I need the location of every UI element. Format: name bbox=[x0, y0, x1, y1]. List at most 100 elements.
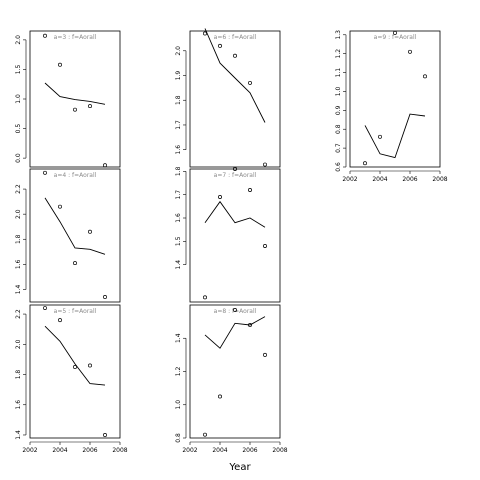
observed-point bbox=[218, 394, 222, 399]
observed-point bbox=[203, 432, 207, 437]
plot-frame bbox=[29, 168, 121, 303]
observed-point bbox=[58, 318, 62, 323]
observed-point bbox=[263, 244, 267, 248]
x-tick-label: 2004 bbox=[212, 447, 227, 454]
fitted-line bbox=[44, 82, 106, 105]
observed-point bbox=[248, 80, 252, 85]
fitted-line bbox=[44, 197, 106, 255]
observed-point bbox=[43, 306, 47, 310]
y-tick-label: 1.5 bbox=[15, 64, 22, 74]
plot-frame bbox=[189, 168, 281, 303]
observed-point bbox=[103, 433, 107, 437]
plot-frame bbox=[349, 30, 441, 168]
y-tick-label: 2.0 bbox=[15, 209, 22, 219]
observed-point bbox=[43, 33, 47, 38]
x-tick-label: 2006 bbox=[402, 176, 417, 183]
observed-point bbox=[73, 365, 77, 369]
plot-frame bbox=[29, 304, 121, 439]
panel-5: a=7 : f=Aorall 1.4 1.5 1.6 1.7 1.8 bbox=[175, 166, 281, 303]
y-tick-label: 1.9 bbox=[175, 71, 182, 81]
observed-point bbox=[263, 162, 267, 167]
fitted-line bbox=[364, 113, 426, 159]
y-tick-label: 1.2 bbox=[175, 367, 182, 377]
observed-point bbox=[43, 170, 47, 175]
x-tick-label: 2004 bbox=[372, 176, 387, 183]
observed-point bbox=[393, 30, 397, 35]
x-tick-label: 2008 bbox=[112, 447, 127, 454]
y-tick-label: 2.2 bbox=[15, 309, 22, 319]
plot-frame bbox=[29, 30, 121, 168]
y-tick-label: 1.5 bbox=[175, 236, 182, 246]
panel-label: a=4 : f=Aorall bbox=[54, 172, 97, 179]
y-tick-label: 1.4 bbox=[15, 430, 22, 440]
x-tick-label: 2002 bbox=[22, 447, 37, 454]
y-tick-label: 1.8 bbox=[175, 95, 182, 105]
observed-point bbox=[88, 229, 92, 234]
panel-1: a=3 : f=Aorall 0.0 0.5 1.0 1.5 2.0 bbox=[15, 30, 121, 168]
observed-point bbox=[218, 195, 222, 199]
panel-7: a=9 : f=Aorall 0.6 0.7 0.8 0.9 1.0 1.1 1.2 1.3 20… bbox=[335, 30, 448, 183]
y-tick-label: 1.2 bbox=[335, 49, 342, 59]
y-tick-label: 1.8 bbox=[15, 370, 22, 380]
y-tick-label: 1.8 bbox=[175, 166, 182, 176]
panel-label: a=3 : f=Aorall bbox=[54, 34, 97, 41]
y-tick-label: 1.7 bbox=[175, 190, 182, 200]
y-tick-label: 1.4 bbox=[175, 333, 182, 343]
y-tick-label: 1.0 bbox=[335, 86, 342, 96]
y-tick-label: 0.0 bbox=[15, 153, 22, 163]
y-tick-label: 0.9 bbox=[335, 105, 342, 115]
observed-point bbox=[58, 204, 62, 209]
fitted-line bbox=[44, 325, 106, 386]
y-tick-label: 1.4 bbox=[175, 260, 182, 270]
panel-2: a=4 : f=Aorall 1.4 1.6 1.8 2.0 2.2 bbox=[15, 168, 121, 303]
observed-point bbox=[363, 161, 367, 166]
observed-point bbox=[408, 49, 412, 54]
panel-4: a=6 : f=Aorall 1.6 1.7 1.8 1.9 2.0 bbox=[175, 28, 281, 168]
y-tick-label: 1.6 bbox=[175, 213, 182, 223]
fitted-line bbox=[204, 316, 266, 349]
y-tick-label: 2.0 bbox=[15, 35, 22, 45]
y-tick-label: 0.7 bbox=[335, 143, 342, 153]
x-tick-label: 2004 bbox=[52, 447, 67, 454]
y-tick-label: 1.1 bbox=[335, 68, 342, 78]
y-tick-label: 1.6 bbox=[15, 400, 22, 410]
observed-point bbox=[88, 104, 92, 109]
x-tick-label: 2008 bbox=[432, 176, 447, 183]
y-tick-label: 1.3 bbox=[335, 30, 342, 40]
observed-point bbox=[233, 308, 237, 312]
y-tick-label: 1.8 bbox=[15, 234, 22, 244]
panel-label: a=5 : f=Aorall bbox=[54, 308, 97, 315]
x-tick-label: 2002 bbox=[342, 176, 357, 183]
panel-label: a=7 : f=Aorall bbox=[214, 172, 257, 179]
observed-point bbox=[103, 163, 107, 168]
y-tick-label: 1.6 bbox=[175, 145, 182, 155]
plot-frame bbox=[189, 304, 281, 439]
x-axis-title: Year bbox=[228, 462, 251, 473]
observed-point bbox=[233, 53, 237, 58]
y-tick-label: 1.0 bbox=[175, 400, 182, 410]
y-tick-label: 2.0 bbox=[175, 46, 182, 56]
y-tick-label: 0.5 bbox=[15, 124, 22, 134]
observed-point bbox=[88, 363, 92, 368]
observed-point bbox=[203, 295, 207, 300]
panel-label: a=6 : f=Aorall bbox=[214, 34, 257, 41]
fitted-line bbox=[204, 28, 266, 123]
observed-point bbox=[263, 352, 267, 357]
observed-point bbox=[423, 74, 427, 79]
y-tick-label: 0.8 bbox=[335, 124, 342, 134]
observed-point bbox=[203, 31, 207, 36]
x-tick-label: 2006 bbox=[82, 447, 97, 454]
observed-point bbox=[248, 323, 252, 327]
x-tick-label: 2008 bbox=[272, 447, 287, 454]
x-tick-label: 2006 bbox=[242, 447, 257, 454]
y-tick-label: 2.2 bbox=[15, 184, 22, 194]
y-tick-label: 1.6 bbox=[15, 259, 22, 269]
panel-3: a=5 : f=Aorall 1.4 1.6 1.8 2.0 2.2 2002 2004 200… bbox=[15, 304, 128, 454]
observed-point bbox=[248, 188, 252, 192]
observed-point bbox=[103, 295, 107, 299]
observed-point bbox=[73, 261, 77, 266]
plot-frame bbox=[189, 30, 281, 168]
observed-point bbox=[58, 62, 62, 67]
